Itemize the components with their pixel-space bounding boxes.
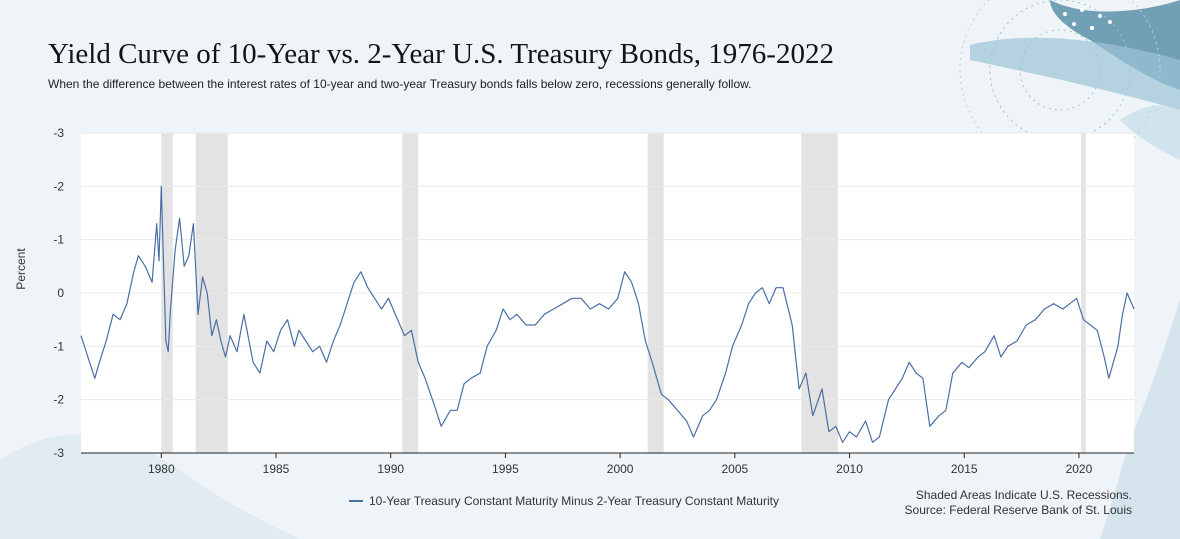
footer-note: Shaded Areas Indicate U.S. Recessions. S… [905, 488, 1132, 518]
x-tick-label: 2010 [836, 462, 863, 476]
y-tick-label: -3 [53, 446, 64, 460]
series-line-spread [80, 185, 1135, 443]
x-tick-label: 2005 [721, 462, 748, 476]
x-tick-label: 1980 [148, 462, 175, 476]
y-tick-label: 0 [57, 286, 64, 300]
series [80, 185, 1135, 443]
x-tick-label: 1995 [492, 462, 519, 476]
source-note: Source: Federal Reserve Bank of St. Loui… [904, 503, 1132, 517]
y-axis-label: Percent [14, 248, 28, 290]
y-tick-label: -1 [53, 233, 64, 247]
y-tick-label: -3 [53, 126, 64, 140]
y-tick-label: -1 [53, 339, 64, 353]
recession-note: Shaded Areas Indicate U.S. Recessions. [915, 488, 1132, 502]
y-tick-label: -2 [53, 393, 64, 407]
legend-label: 10-Year Treasury Constant Maturity Minus… [369, 494, 779, 508]
x-tick-label: 2000 [607, 462, 634, 476]
x-tick-label: 1985 [263, 462, 290, 476]
chart-title: Yield Curve of 10-Year vs. 2-Year U.S. T… [48, 38, 834, 70]
legend-swatch [349, 500, 363, 502]
x-axis: 1980 1985 1990 1995 2000 2005 2010 2015 2020 [148, 453, 1093, 476]
y-axis: -3 -2 -1 0 -1 -2 -3 [53, 126, 64, 460]
x-tick-label: 1990 [377, 462, 404, 476]
chart-subtitle: When the difference between the interest… [48, 77, 752, 91]
gridlines [81, 132, 1134, 454]
x-tick-label: 2020 [1066, 462, 1093, 476]
y-tick-label: -2 [53, 179, 64, 193]
x-tick-label: 2015 [951, 462, 978, 476]
legend: 10-Year Treasury Constant Maturity Minus… [349, 494, 779, 508]
